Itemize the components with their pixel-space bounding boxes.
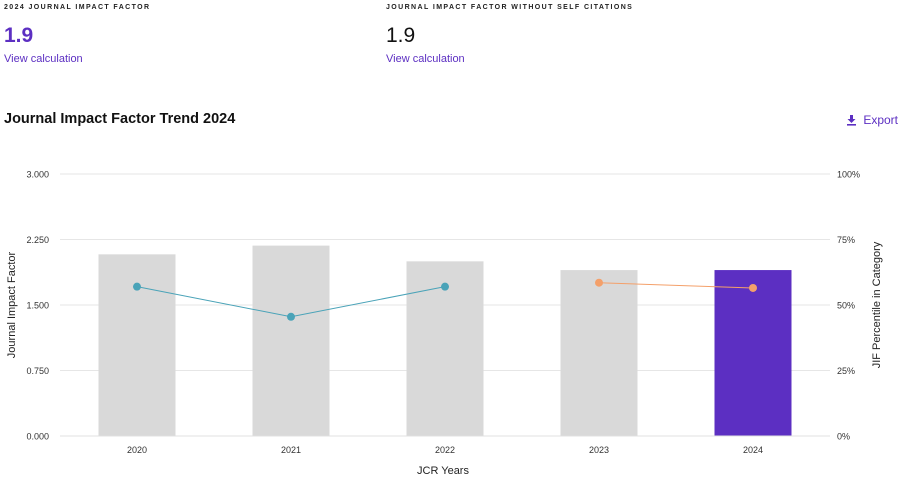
- y2-tick-label: 50%: [837, 301, 855, 311]
- jif-no-self-value: 1.9: [386, 24, 416, 47]
- export-label: Export: [863, 113, 898, 127]
- download-icon: [846, 114, 857, 126]
- jif-value: 1.9: [4, 24, 34, 47]
- y2-tick-label: 25%: [837, 366, 855, 376]
- percentile-point: [749, 283, 757, 292]
- bar-2020: [98, 254, 176, 436]
- jif-metric: 2024 JOURNAL IMPACT FACTOR 1.9 View calc…: [4, 0, 150, 65]
- y2-tick-label: 75%: [837, 235, 855, 245]
- x-tick-label: 2020: [127, 445, 147, 455]
- export-button[interactable]: Export: [846, 113, 898, 127]
- percentile-point: [133, 282, 141, 291]
- jif-trend-chart: 0.000 0.750 1.500 2.250 3.000 0% 25% 50% 75% 100%…: [6, 170, 883, 478]
- y-tick-label: 0.000: [26, 432, 49, 442]
- jif-label: 2024 JOURNAL IMPACT FACTOR: [4, 4, 151, 11]
- jif-no-self-metric: JOURNAL IMPACT FACTOR WITHOUT SELF CITAT…: [386, 0, 633, 65]
- bar-2024: [714, 270, 792, 436]
- percentile-point: [441, 282, 449, 291]
- percentile-point: [287, 312, 295, 321]
- y-axis-title: Journal Impact Factor: [6, 251, 18, 358]
- bar-2023: [560, 270, 638, 436]
- x-tick-label: 2022: [435, 445, 455, 455]
- y-tick-label: 2.250: [26, 235, 49, 245]
- x-axis-title: JCR Years: [417, 465, 469, 477]
- y2-tick-label: 0%: [837, 432, 850, 442]
- y2-tick-label: 100%: [837, 170, 860, 180]
- jif-no-self-label: JOURNAL IMPACT FACTOR WITHOUT SELF CITAT…: [386, 4, 634, 11]
- x-tick-label: 2024: [743, 445, 763, 455]
- x-tick-label: 2021: [281, 445, 301, 455]
- jif-no-self-view-calculation-link[interactable]: View calculation: [386, 53, 465, 65]
- x-tick-label: 2023: [589, 445, 609, 455]
- y2-axis-title: JIF Percentile in Category: [871, 241, 883, 368]
- y-tick-label: 3.000: [26, 170, 49, 180]
- bar-2021: [252, 245, 330, 436]
- y-tick-label: 1.500: [26, 301, 49, 311]
- trend-title: Journal Impact Factor Trend 2024: [4, 111, 236, 127]
- percentile-point: [595, 278, 603, 287]
- percentile-line-2: [598, 282, 754, 289]
- jif-view-calculation-link[interactable]: View calculation: [4, 53, 83, 65]
- y-tick-label: 0.750: [26, 366, 49, 376]
